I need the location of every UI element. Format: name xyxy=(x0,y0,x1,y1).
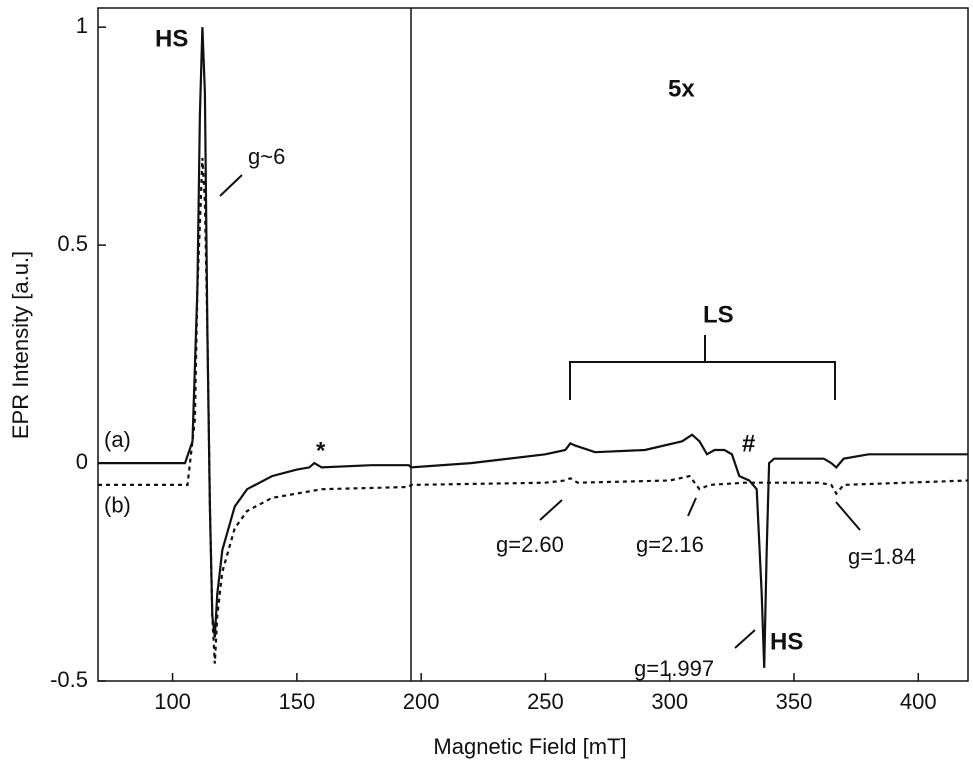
annotation: LS xyxy=(703,301,734,328)
y-tick-label: 0.5 xyxy=(57,231,88,256)
legend-label: (a) xyxy=(104,427,131,452)
annotation: g=2.60 xyxy=(496,532,564,557)
annotation: HS xyxy=(155,25,188,52)
annotation: # xyxy=(742,430,755,457)
annotation: g~6 xyxy=(248,144,285,169)
x-tick-label: 150 xyxy=(278,689,315,714)
annotation: * xyxy=(316,437,326,464)
series-line xyxy=(98,27,968,668)
x-tick-label: 300 xyxy=(651,689,688,714)
x-tick-label: 100 xyxy=(154,689,191,714)
annotation: HS xyxy=(770,628,803,655)
annotation: g=1.84 xyxy=(848,544,916,569)
y-tick-label: 1 xyxy=(76,13,88,38)
legend-label: (b) xyxy=(104,493,131,518)
annotation: g=1.997 xyxy=(634,656,714,681)
plot-frame xyxy=(97,7,969,682)
y-tick-label: -0.5 xyxy=(50,667,88,692)
annotation: 5x xyxy=(668,75,695,102)
x-tick-label: 200 xyxy=(403,689,440,714)
leader-lines xyxy=(219,174,861,649)
series-line xyxy=(98,157,969,664)
x-tick-label: 350 xyxy=(776,689,813,714)
x-tick-label: 250 xyxy=(527,689,564,714)
y-axis-label: EPR Intensity [a.u.] xyxy=(8,251,33,439)
annotation: g=2.16 xyxy=(636,532,704,557)
x-tick-label: 400 xyxy=(900,689,937,714)
x-axis-label: Magnetic Field [mT] xyxy=(433,734,626,759)
y-tick-label: 0 xyxy=(76,449,88,474)
ls-bracket xyxy=(569,335,836,400)
